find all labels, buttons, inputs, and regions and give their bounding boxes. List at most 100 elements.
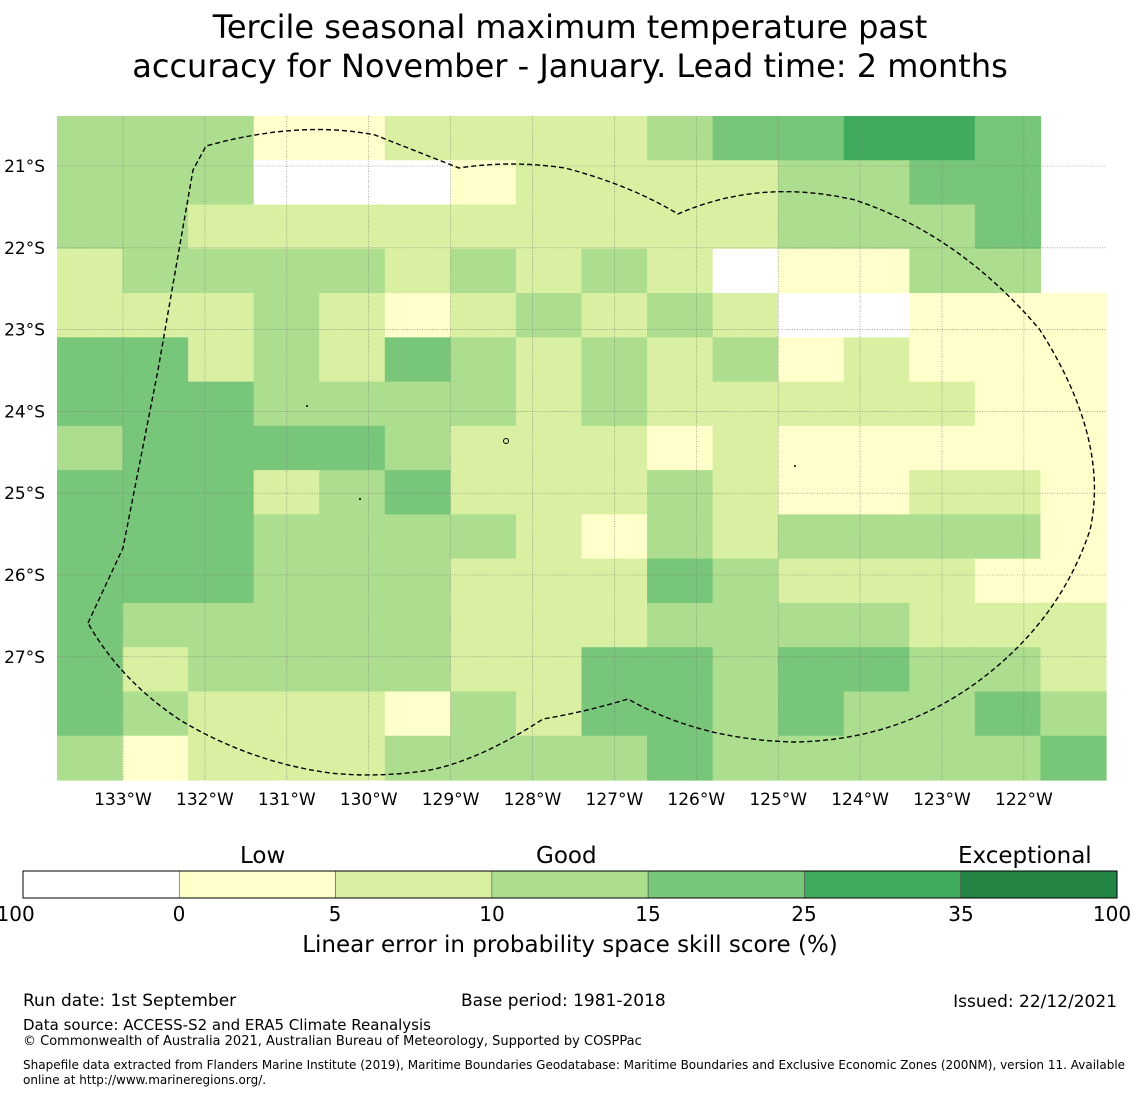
skill-cell	[843, 160, 910, 206]
skill-cell	[843, 116, 910, 161]
latitude-label: 23°S	[4, 321, 45, 341]
skill-cell	[647, 470, 714, 515]
skill-cell	[581, 735, 648, 781]
skill-cell	[1040, 514, 1107, 560]
skill-cell	[778, 602, 845, 648]
skill-cell	[909, 470, 976, 515]
skill-cell	[319, 735, 386, 781]
skill-cell	[909, 204, 976, 250]
skill-cell	[450, 293, 517, 338]
skill-cell	[188, 514, 255, 560]
colorbar-category-exceptional: Exceptional	[958, 843, 1092, 869]
skill-cell	[384, 337, 451, 383]
shapefile-credit: Shapefile data extracted from Flanders M…	[23, 1058, 1126, 1087]
skill-cell	[581, 602, 648, 648]
colorbar-swatch	[335, 870, 493, 899]
skill-cell	[843, 425, 910, 471]
skill-cell	[57, 160, 124, 206]
skill-cell	[1040, 337, 1107, 383]
skill-cell	[384, 514, 451, 560]
skill-cell	[974, 691, 1042, 737]
skill-cell	[188, 602, 255, 648]
skill-grid	[57, 116, 1107, 781]
skill-cell	[188, 337, 255, 383]
skill-cell	[909, 425, 976, 471]
skill-cell	[384, 116, 451, 161]
longitude-label: 127°W	[586, 790, 644, 810]
skill-cell	[1040, 691, 1107, 737]
skill-cell	[122, 116, 189, 161]
colorbar-tick: 35	[948, 902, 974, 926]
skill-cell	[1040, 470, 1107, 515]
skill-cell	[1040, 293, 1107, 338]
skill-cell	[122, 691, 189, 737]
skill-cell	[319, 381, 386, 427]
colorbar-swatch	[960, 870, 1118, 899]
skill-cell	[974, 425, 1042, 471]
colorbar-swatch	[804, 870, 962, 899]
colorbar-swatch	[178, 870, 336, 899]
colorbar-category-low: Low	[240, 843, 286, 869]
latitude-labels: 21°S 22°S 23°S 24°S 25°S 26°S 27°S	[4, 157, 45, 668]
colorbar-tick: 25	[791, 902, 817, 926]
skill-cell	[909, 558, 976, 604]
skill-cell	[450, 470, 517, 515]
longitude-label: 131°W	[258, 790, 316, 810]
skill-cell	[57, 470, 124, 515]
skill-cell	[712, 647, 779, 693]
skill-cell	[253, 602, 320, 648]
skill-cell	[122, 160, 189, 206]
colorbar-frame	[22, 870, 1118, 899]
colorbar	[22, 870, 1118, 899]
skill-cell	[647, 647, 714, 693]
skill-cell	[384, 647, 451, 693]
colorbar-tick: -100	[0, 902, 35, 926]
skill-cell	[384, 558, 451, 604]
skill-cell	[909, 691, 976, 737]
skill-cell	[515, 160, 583, 206]
issued-date: Issued: 22/12/2021	[953, 992, 1117, 1012]
skill-cell	[319, 337, 386, 383]
colorbar-tick: 0	[172, 902, 186, 926]
skill-cell	[188, 248, 255, 294]
island-marker	[794, 465, 796, 467]
skill-cell	[450, 735, 517, 781]
skill-cell	[319, 425, 386, 471]
skill-cell	[974, 470, 1042, 515]
skill-cell	[319, 248, 386, 294]
skill-cell	[843, 735, 910, 781]
skill-cell	[843, 691, 910, 737]
skill-cell	[647, 160, 714, 206]
island-marker	[306, 405, 308, 407]
skill-cell	[974, 116, 1042, 161]
skill-cell	[57, 558, 124, 604]
skill-cell	[253, 293, 320, 338]
longitude-label: 128°W	[504, 790, 562, 810]
island-marker	[503, 438, 509, 444]
skill-cell	[974, 160, 1042, 206]
skill-cell	[450, 204, 517, 250]
skill-cell	[319, 602, 386, 648]
skill-cell	[450, 381, 517, 427]
skill-cell	[319, 160, 386, 206]
skill-cell	[450, 514, 517, 560]
data-source: Data source: ACCESS-S2 and ERA5 Climate …	[23, 1016, 431, 1034]
skill-cell	[974, 602, 1042, 648]
skill-cell	[647, 425, 714, 471]
skill-cell	[778, 160, 845, 206]
skill-cell	[712, 558, 779, 604]
skill-cell	[909, 248, 976, 294]
longitude-label: 123°W	[913, 790, 971, 810]
skill-cell	[253, 425, 320, 471]
skill-cell	[843, 470, 910, 515]
skill-cell	[57, 647, 124, 693]
skill-cell	[122, 248, 189, 294]
skill-cell	[581, 160, 648, 206]
skill-cell	[1040, 735, 1107, 781]
skill-cell	[712, 602, 779, 648]
skill-cell	[515, 558, 583, 604]
skill-cell	[253, 470, 320, 515]
longitude-label: 126°W	[667, 790, 725, 810]
skill-cell	[515, 470, 583, 515]
skill-cell	[450, 425, 517, 471]
